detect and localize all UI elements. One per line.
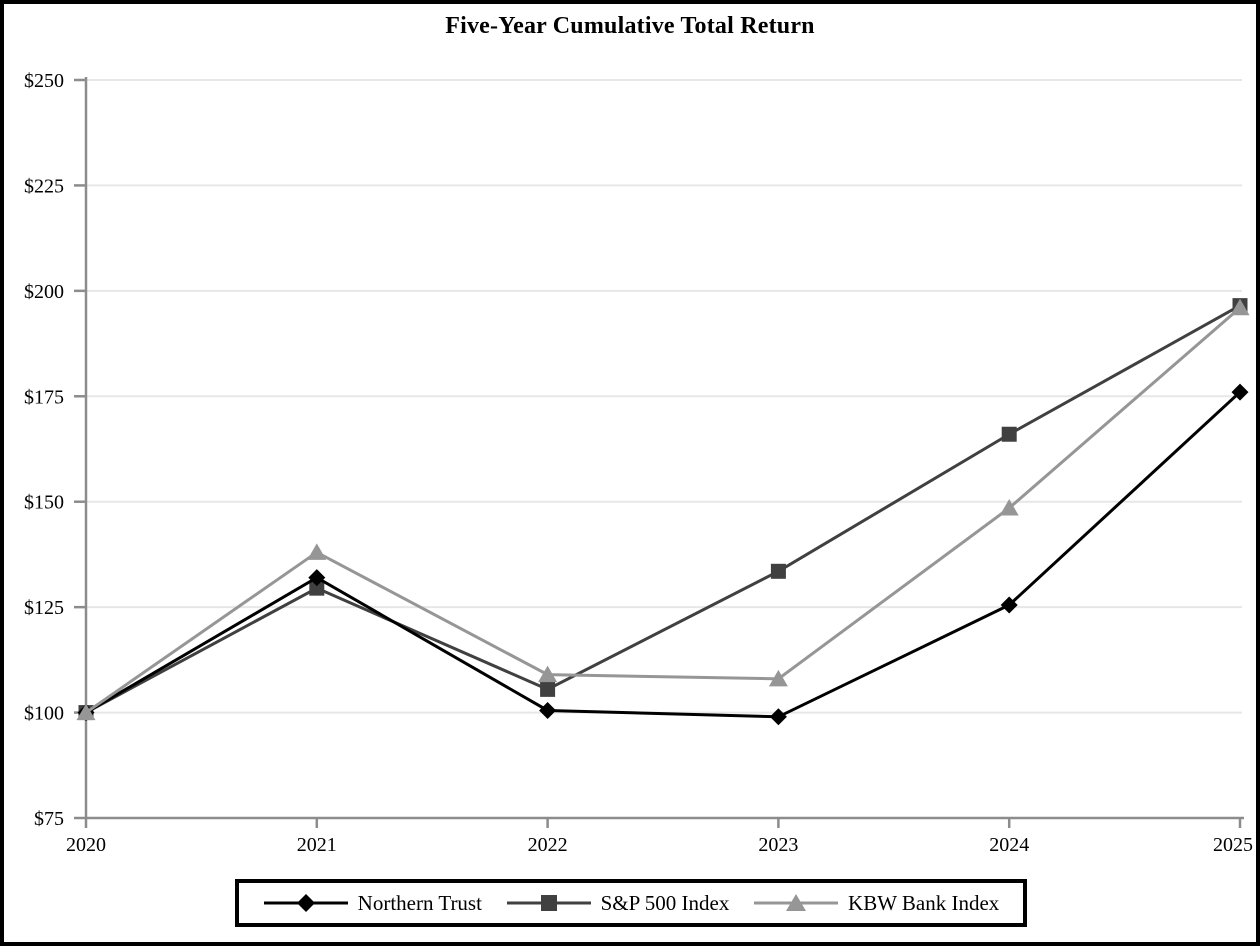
data-point-northern-trust (769, 708, 787, 726)
legend-label-sp500: S&P 500 Index (600, 890, 730, 915)
series-line-northern-trust (85, 390, 1242, 719)
data-point-s-p-500-index (770, 563, 786, 579)
y-tick-label: $175 (24, 386, 64, 408)
legend-item-sp500: S&P 500 Index (506, 890, 730, 916)
series-line-s-p-500-index (85, 304, 1241, 714)
y-tick-label: $225 (24, 175, 64, 197)
data-point-northern-trust (308, 569, 326, 587)
data-point-kbw-bank-index (307, 543, 327, 560)
y-tick-label: $250 (24, 70, 64, 92)
data-point-northern-trust (1231, 383, 1249, 401)
square-marker-icon (540, 895, 557, 911)
y-tick-label: $125 (24, 597, 64, 619)
x-tick-label: 2023 (758, 834, 798, 856)
legend-swatch-northern-trust (263, 894, 348, 912)
x-tick-label: 2020 (66, 834, 106, 856)
chart-legend: Northern Trust S&P 500 Index KBW Bank In… (235, 879, 1027, 927)
legend-label-northern-trust: Northern Trust (357, 890, 482, 915)
data-point-kbw-bank-index (76, 703, 96, 721)
x-tick-label: 2021 (297, 834, 337, 856)
diamond-marker-icon (296, 894, 315, 912)
legend-item-kbw: KBW Bank Index (753, 891, 999, 916)
data-point-kbw-bank-index (538, 665, 558, 683)
data-point-s-p-500-index (309, 580, 325, 596)
x-tick-label: 2024 (989, 834, 1029, 856)
data-point-kbw-bank-index (768, 669, 788, 687)
legend-item-northern-trust: Northern Trust (263, 891, 482, 916)
data-point-s-p-500-index (1001, 426, 1017, 442)
data-point-s-p-500-index (540, 681, 556, 697)
series-line-kbw-bank-index (85, 306, 1241, 714)
data-point-kbw-bank-index (1230, 298, 1250, 316)
chart-title: Five-Year Cumulative Total Return (445, 13, 815, 39)
data-point-northern-trust (539, 701, 557, 719)
data-point-kbw-bank-index (999, 499, 1019, 516)
legend-label-kbw: KBW Bank Index (848, 890, 1000, 915)
x-tick-label: 2025 (1213, 834, 1253, 856)
legend-swatch-sp500 (506, 895, 591, 911)
y-tick-label: $75 (34, 808, 64, 830)
x-tick-label: 2022 (528, 834, 568, 856)
y-tick-label: $150 (24, 492, 64, 514)
data-point-northern-trust (1000, 596, 1018, 614)
triangle-marker-icon (786, 894, 807, 911)
y-tick-label: $100 (24, 703, 64, 725)
legend-swatch-kbw (754, 894, 839, 911)
y-tick-label: $200 (24, 281, 64, 303)
